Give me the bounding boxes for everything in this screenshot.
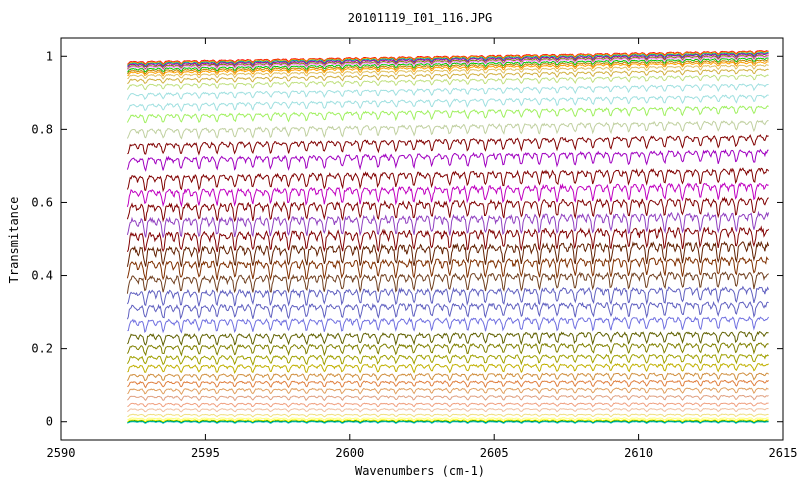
y-tick-label: 0 — [46, 415, 53, 429]
spectrum-series-line — [127, 407, 769, 413]
x-tick-label: 2610 — [624, 446, 653, 460]
spectrum-series-line — [127, 315, 770, 334]
spectrum-series-line — [127, 64, 769, 80]
spectrum-series-line — [126, 167, 770, 193]
spectrum-series-line — [126, 119, 769, 140]
spectrum-series-line — [127, 402, 769, 408]
spectrum-series-line — [126, 225, 770, 255]
spectrum-series-line — [127, 68, 769, 85]
spectrum-series-line — [127, 50, 769, 66]
spectrum-series — [126, 50, 770, 424]
y-tick-label: 0.6 — [31, 195, 53, 209]
spectrum-series-line — [127, 387, 769, 395]
chart-title: 20101119_I01_116.JPG — [348, 11, 493, 25]
spectrum-series-line — [126, 182, 769, 208]
spectrum-series-line — [127, 421, 769, 424]
spectrum-series-line — [127, 419, 769, 423]
x-axis-ticks: 2590 2595 2600 2605 2610 2615 — [47, 38, 798, 460]
spectrum-series-line — [126, 210, 770, 238]
spectrum-series-line — [127, 55, 769, 71]
spectrum-series-line — [126, 270, 769, 294]
x-tick-label: 2600 — [335, 446, 364, 460]
spectrum-series-line — [127, 417, 769, 421]
spectrum-series-line — [127, 54, 769, 70]
x-axis-label: Wavenumbers (cm-1) — [355, 464, 485, 478]
spectrum-series-line — [126, 83, 769, 100]
y-tick-label: 1 — [46, 49, 53, 63]
y-axis-label: Transmitance — [7, 197, 21, 284]
spectrum-series-line — [126, 300, 769, 320]
x-tick-label: 2590 — [47, 446, 76, 460]
spectrum-series-line — [126, 196, 769, 223]
y-tick-label: 0.4 — [31, 269, 53, 283]
spectrum-series-line — [127, 420, 769, 424]
spectrum-series-line — [127, 134, 769, 156]
spectrum-series-line — [127, 379, 769, 389]
x-tick-label: 2615 — [769, 446, 798, 460]
spectrum-series-line — [126, 285, 770, 307]
plot-area-frame — [60, 37, 784, 441]
spectrum-series-line — [126, 372, 769, 382]
y-tick-label: 0.8 — [31, 122, 53, 136]
y-tick-label: 0.2 — [31, 342, 53, 356]
spectrum-series-line — [127, 57, 769, 73]
spectrum-series-line — [126, 256, 769, 281]
spectrum-series-line — [126, 240, 770, 268]
spectrum-series-line — [126, 94, 769, 112]
spectrum-series-line — [127, 394, 769, 402]
x-tick-label: 2595 — [191, 446, 220, 460]
spectrum-series-line — [127, 413, 769, 418]
spectrum-series-line — [126, 148, 769, 172]
spectrum-series-line — [127, 331, 769, 348]
y-axis-ticks: 0 0.2 0.4 0.6 0.8 1 — [31, 49, 783, 429]
spectrum-series-line — [127, 61, 769, 77]
spectrum-series-line — [127, 59, 769, 75]
spectrum-series-line — [127, 363, 769, 375]
spectrum-series-line — [126, 342, 769, 357]
x-tick-label: 2605 — [480, 446, 509, 460]
spectrum-series-line — [126, 105, 769, 124]
spectrum-series-line — [127, 53, 769, 68]
spectrum-series-line — [127, 51, 769, 67]
spectrum-series-line — [126, 73, 769, 91]
spectrum-series-line — [126, 353, 769, 367]
